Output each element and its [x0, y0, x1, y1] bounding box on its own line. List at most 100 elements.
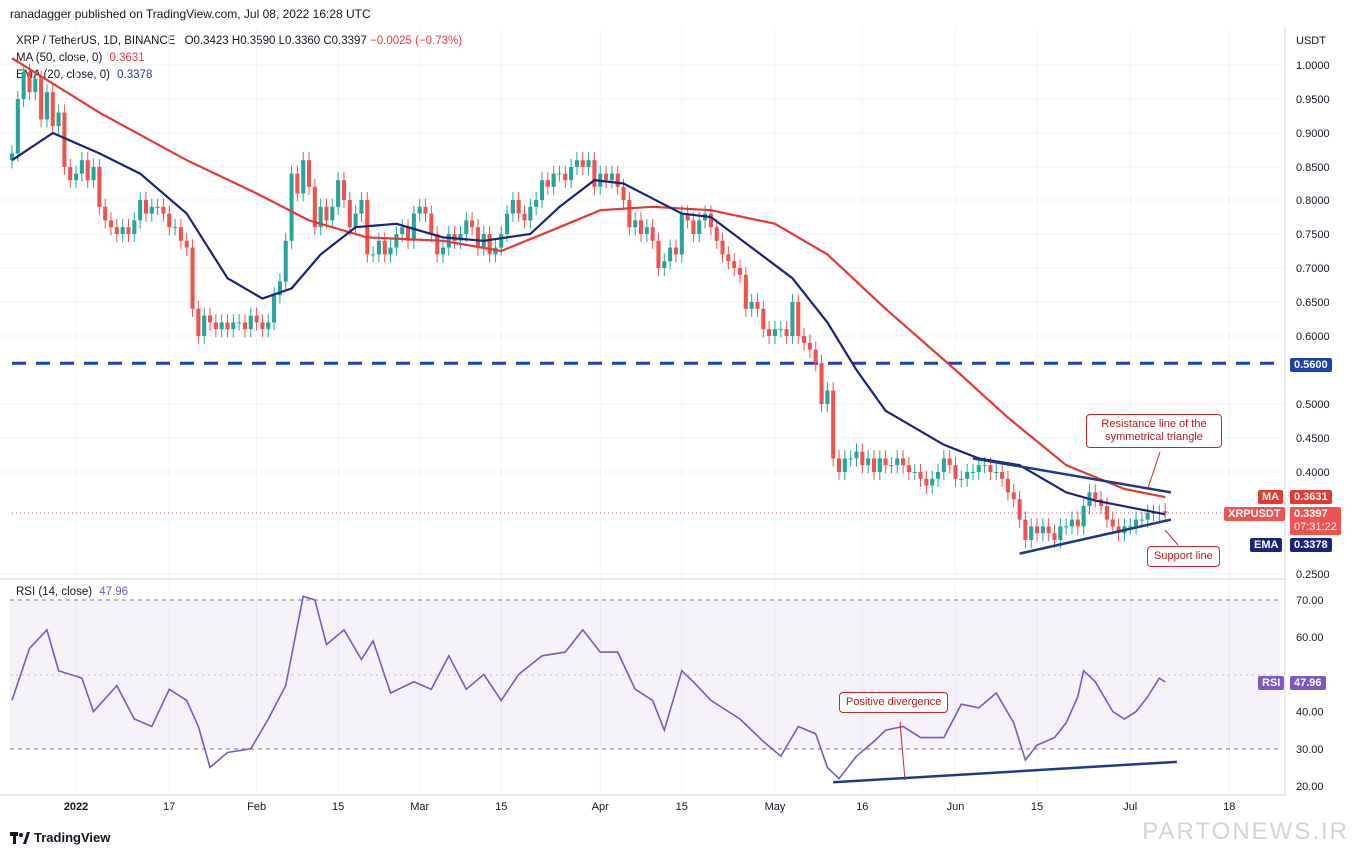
- change-value: −0.0025 (−0.73%): [370, 35, 463, 47]
- candle-body: [289, 173, 294, 241]
- candle-body: [772, 329, 777, 336]
- candle-body: [959, 478, 964, 480]
- candle-body: [1052, 533, 1057, 540]
- brand-name: TradingView: [34, 830, 111, 845]
- candle-body: [860, 451, 865, 466]
- price-tick-label: 0.7000: [1296, 263, 1330, 275]
- candle-body: [138, 200, 143, 221]
- candle-body: [400, 227, 405, 234]
- level-tag: 0.5600: [1290, 358, 1332, 372]
- ema-tag-value: 0.3378: [1290, 538, 1332, 552]
- candle-body: [505, 213, 510, 234]
- candle-body: [440, 247, 446, 255]
- candle-body: [784, 329, 789, 336]
- candle-body: [353, 213, 358, 228]
- price-tick-label: 0.7500: [1296, 229, 1330, 241]
- price-axis-ticks: 1.0000 0.9500 0.9000 0.8500 0.8000 0.7500 0.70…: [1296, 60, 1330, 581]
- candle-body: [1005, 478, 1010, 493]
- candle-body: [242, 322, 248, 330]
- time-tick-label: 16: [856, 801, 868, 813]
- candle-body: [1034, 526, 1040, 534]
- candle-body: [528, 206, 533, 221]
- candle-body: [167, 213, 172, 228]
- ema-tag-label: EMA: [1250, 538, 1283, 552]
- candle-body: [871, 458, 877, 472]
- candle-body: [656, 240, 661, 268]
- candle-body: [394, 234, 399, 248]
- candle-body: [15, 99, 20, 154]
- candle-body: [1075, 519, 1080, 527]
- candle-body: [1064, 526, 1069, 528]
- candle-body: [551, 173, 556, 187]
- ma-legend-label: MA (50, close, 0): [16, 52, 103, 64]
- candle-body: [190, 247, 195, 309]
- candle-body: [866, 458, 871, 466]
- candle-body: [341, 180, 347, 200]
- candle-body: [679, 213, 684, 255]
- candle-body: [68, 167, 73, 181]
- candle-body: [516, 200, 521, 214]
- candle-body: [248, 315, 253, 330]
- candle-body: [213, 322, 218, 330]
- price-tick-label: 0.4500: [1296, 433, 1330, 445]
- candle-body: [79, 160, 84, 174]
- candle-body: [831, 390, 836, 459]
- candle-body: [301, 160, 306, 194]
- candle-body: [743, 274, 748, 309]
- ma-legend: MA (50, close, 0) 0.3631: [16, 52, 145, 64]
- candle-body: [359, 200, 364, 214]
- candle-body: [423, 206, 428, 214]
- ema-legend-value: 0.3378: [117, 69, 153, 81]
- candle-body: [435, 234, 440, 255]
- candle-body: [819, 363, 824, 404]
- tradingview-brand[interactable]: TradingView: [10, 830, 110, 845]
- price-tick-label: 0.4000: [1296, 467, 1330, 479]
- candle-body: [62, 112, 67, 167]
- candle-body: [825, 390, 830, 404]
- rsi-tick-label: 30.00: [1296, 744, 1324, 756]
- candle-body: [21, 71, 26, 99]
- candle-body: [207, 315, 213, 323]
- candle-body: [219, 322, 224, 330]
- candle-body: [225, 322, 230, 330]
- candle-body: [918, 472, 923, 479]
- candle-body: [1081, 506, 1086, 527]
- candle-body: [295, 173, 300, 194]
- candle-body: [947, 458, 952, 466]
- candle-body: [272, 295, 277, 323]
- price-axis-unit: USDT: [1296, 35, 1326, 47]
- candle-body: [627, 200, 632, 228]
- symbol-label: XRP / TetherUS, 1D, BINANCE: [16, 35, 176, 47]
- candle-body: [277, 281, 282, 296]
- candle-body: [586, 160, 591, 167]
- candle-body: [126, 227, 131, 234]
- resistance-trendline: [972, 457, 1172, 494]
- candle-body: [1029, 526, 1034, 540]
- candle-body: [976, 465, 981, 472]
- divergence-callout: Positive divergence: [839, 692, 949, 713]
- candle-body: [737, 268, 743, 275]
- candle-body: [132, 220, 137, 234]
- candle-body: [231, 322, 236, 330]
- high-value: H0.3590: [231, 35, 276, 47]
- candle-body: [1110, 519, 1115, 527]
- candle-body: [254, 315, 259, 323]
- candle-body: [767, 329, 772, 336]
- candle-body: [56, 112, 61, 127]
- candle-body: [324, 206, 329, 221]
- candle-body: [1145, 512, 1150, 520]
- candle-body: [935, 472, 941, 479]
- ema-legend-label: EMA (20, close, 0): [16, 69, 110, 81]
- candle-body: [994, 472, 999, 473]
- candle-body: [941, 458, 946, 472]
- time-axis-ticks: 2022 17 Feb 15 Mar 15 Apr 15 May 16 Jun 15 Jul 18: [64, 801, 1236, 813]
- candle-body: [912, 472, 917, 473]
- candle-body: [988, 465, 993, 472]
- candle-body: [1134, 519, 1139, 527]
- candle-body: [621, 186, 626, 200]
- price-tick-label: 0.8500: [1296, 162, 1330, 174]
- candle-body: [604, 173, 609, 181]
- candle-body: [237, 322, 242, 324]
- candle-body: [539, 180, 545, 200]
